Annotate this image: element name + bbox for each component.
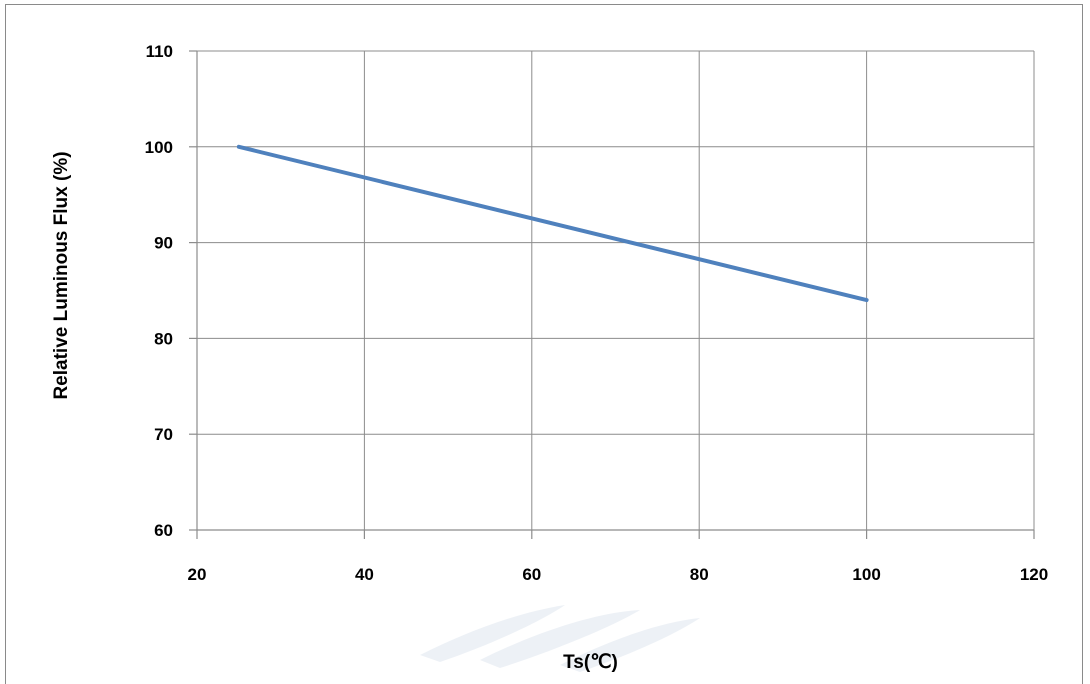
x-tick-label: 60 xyxy=(522,565,541,584)
series-line-0 xyxy=(236,144,869,303)
watermark-logo xyxy=(420,605,700,672)
x-tick-label: 120 xyxy=(1020,565,1048,584)
x-axis-title: Ts(℃) xyxy=(563,652,618,673)
x-tick-label: 80 xyxy=(690,565,709,584)
x-tick-label: 20 xyxy=(188,565,207,584)
axes xyxy=(189,50,1035,539)
x-tick-label: 100 xyxy=(852,565,880,584)
series xyxy=(236,144,869,303)
y-tick-label: 100 xyxy=(145,138,173,157)
chart-frame xyxy=(5,4,1083,684)
y-tick-label: 80 xyxy=(154,329,173,348)
y-axis-title: Relative Luminous Flux (%) xyxy=(51,151,72,399)
x-tick-label: 40 xyxy=(355,565,374,584)
y-tick-label: 70 xyxy=(154,425,173,444)
grid xyxy=(196,50,1035,531)
y-tick-label: 60 xyxy=(154,521,173,540)
y-tick-label: 110 xyxy=(146,42,173,61)
y-tick-label: 90 xyxy=(154,234,173,253)
tick-labels: 60 70 80 90 100 110 20 40 60 80 100 120 xyxy=(145,42,1049,584)
